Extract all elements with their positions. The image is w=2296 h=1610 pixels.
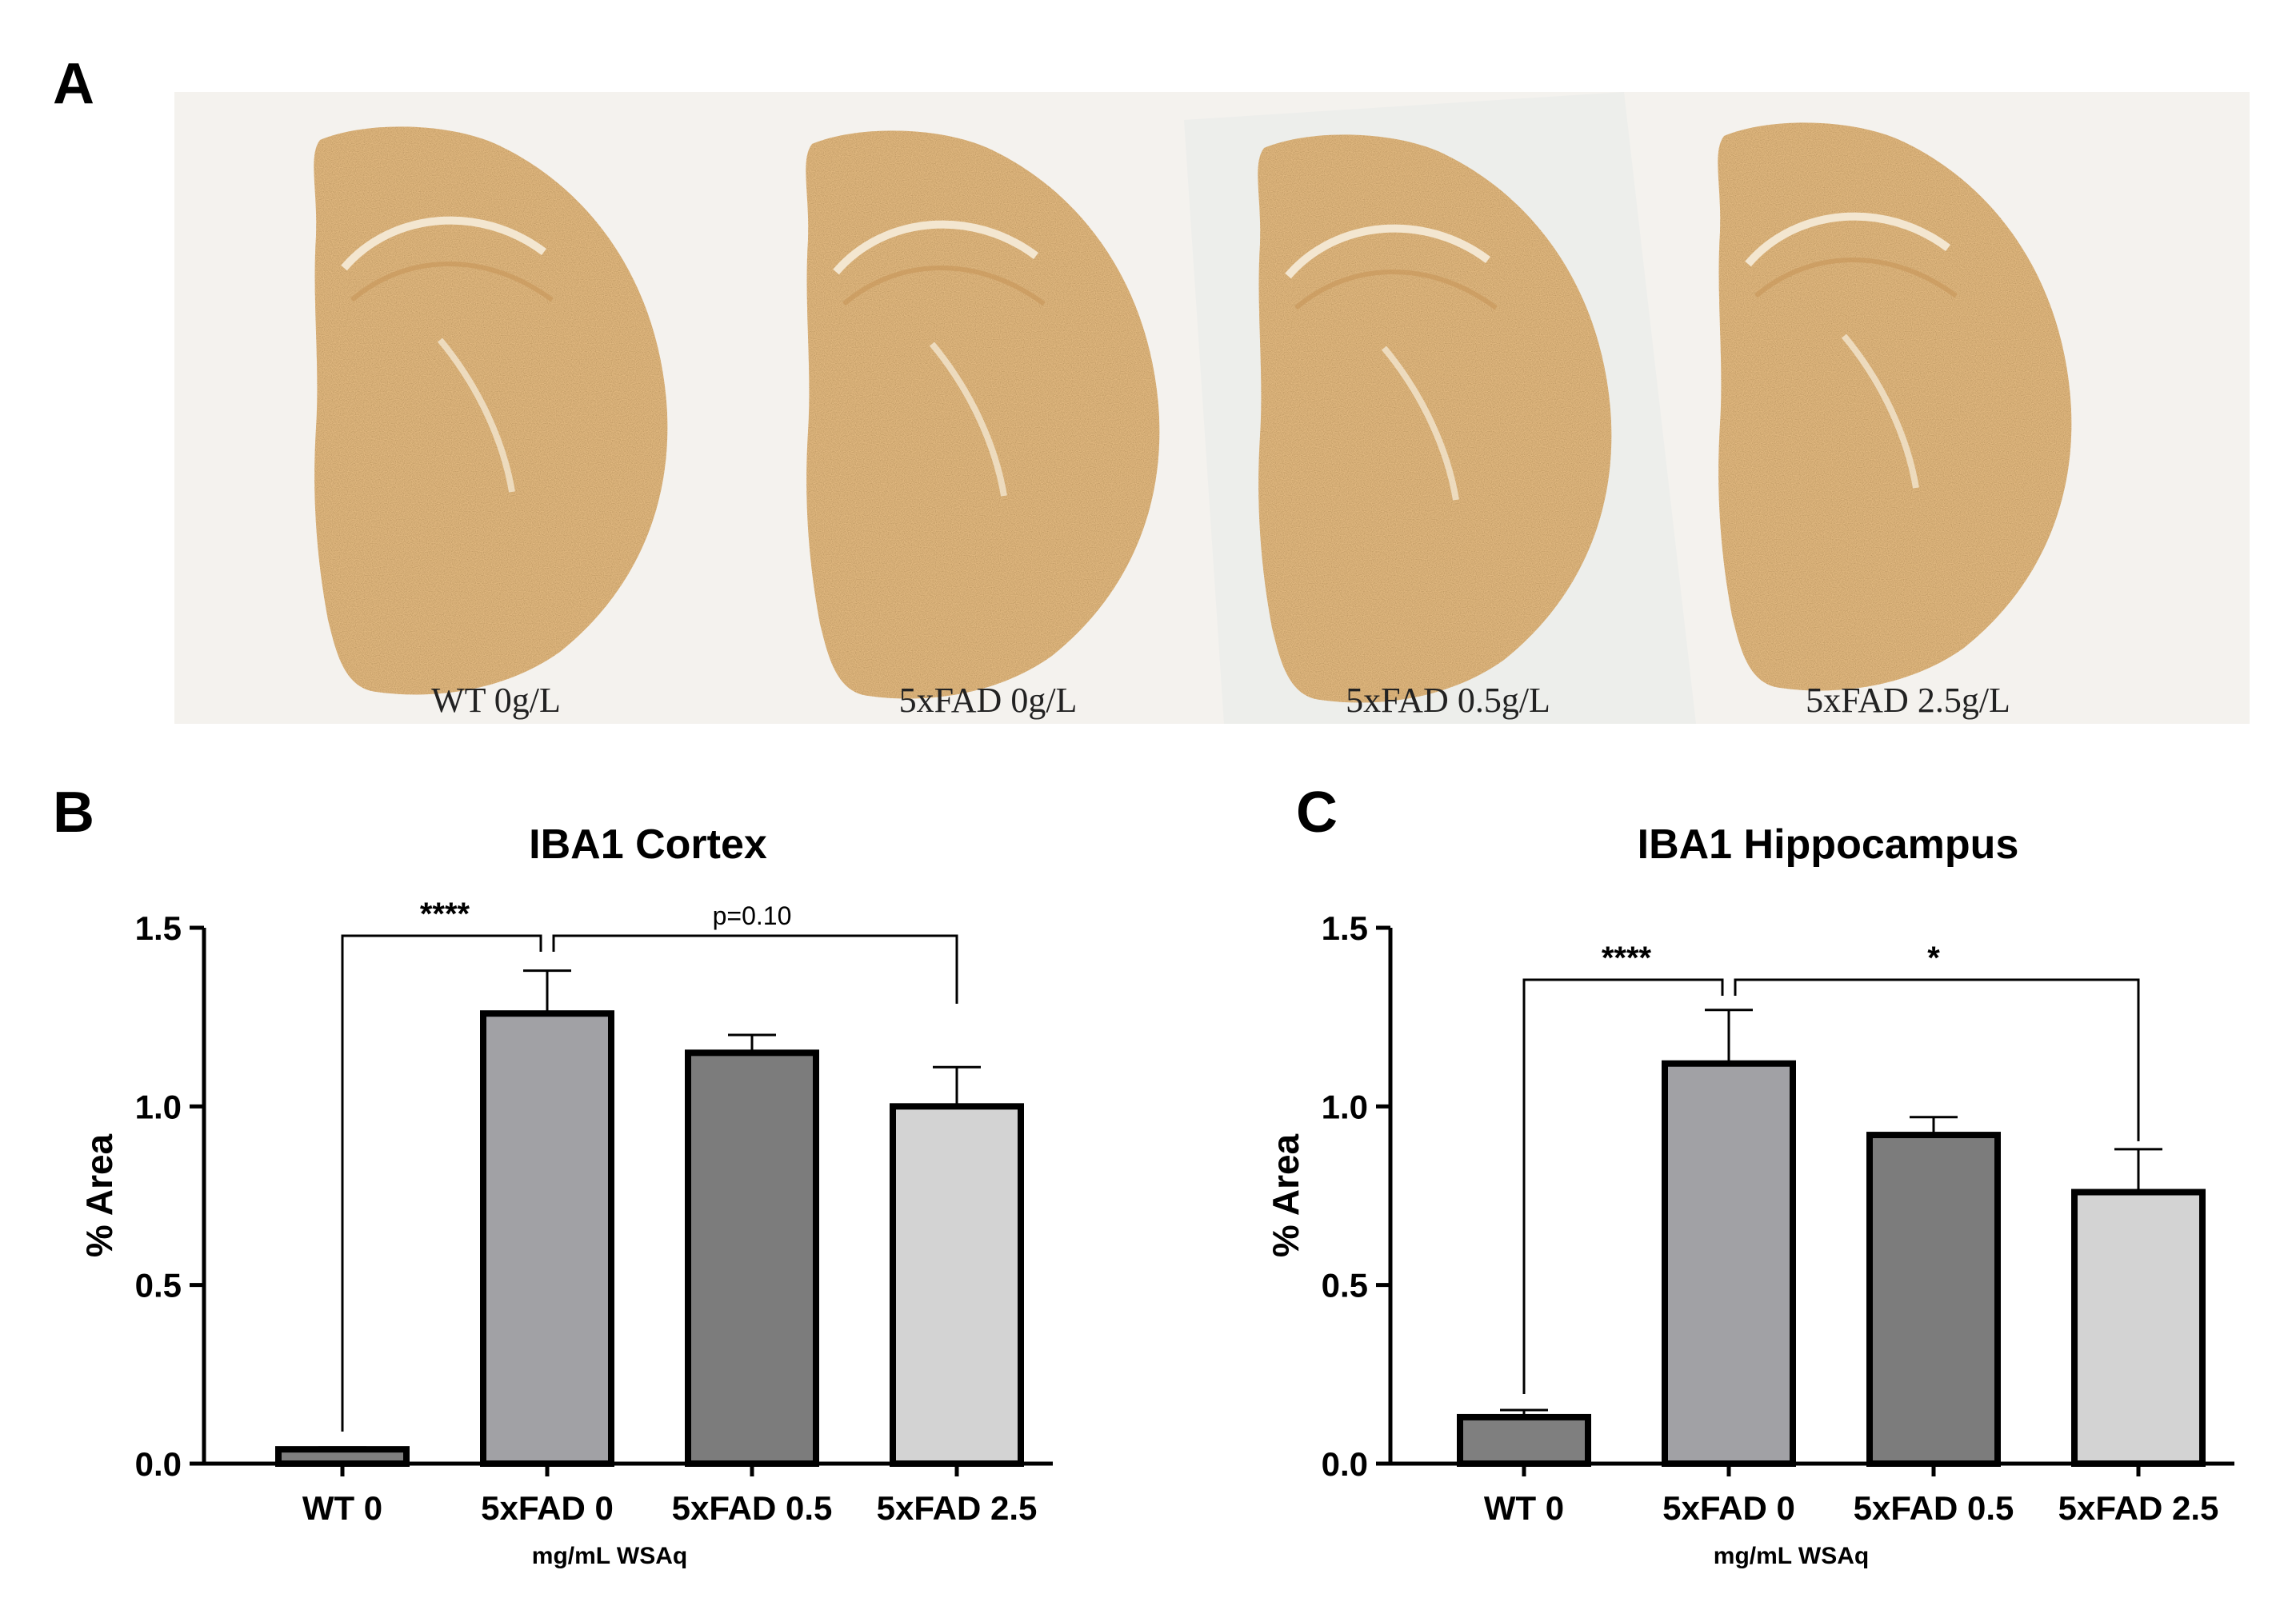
hippocampus-contour xyxy=(341,216,546,271)
chart-iba1-cortex: IBA1 Cortex % Area WT 0 5xFAD 0 5xFAD 0.5 5xF… xyxy=(78,821,1053,1569)
hippocampus-contour xyxy=(1745,212,1950,267)
y-axis-label: % Area xyxy=(1265,1133,1306,1257)
y-tick-label: 1.5 xyxy=(135,909,182,947)
y-tick-label: 1.0 xyxy=(1322,1088,1368,1125)
bar xyxy=(1662,1060,1796,1467)
category-label: WT 0 xyxy=(302,1489,382,1527)
significance-bracket xyxy=(1522,978,1724,1394)
chart-title: IBA1 Cortex xyxy=(529,821,767,868)
category-label: 5xFAD 2.5 xyxy=(877,1489,1038,1527)
panel-letter-a: A xyxy=(53,52,94,116)
significance-label: * xyxy=(1927,941,1940,976)
y-tick-label: 0.5 xyxy=(135,1267,182,1304)
hippocampus-layer xyxy=(1754,258,1958,298)
micrograph-label: WT 0g/L xyxy=(431,681,561,720)
x-axis-label: mg/mL WSAq xyxy=(1714,1543,1869,1569)
ventricle-contour xyxy=(929,342,1007,497)
chart-title: IBA1 Hippocampus xyxy=(1638,821,2019,868)
brain-section xyxy=(1258,134,1612,703)
y-tick-label: 1.5 xyxy=(1322,909,1368,947)
significance-label: **** xyxy=(420,897,470,932)
category-label: 5xFAD 0 xyxy=(481,1489,614,1527)
y-axis-label: % Area xyxy=(78,1133,120,1257)
hippocampus-layer xyxy=(350,262,554,302)
micrograph-label: 5xFAD 0.5g/L xyxy=(1346,681,1550,720)
panel-letter-c: C xyxy=(1296,781,1338,845)
panel-letter-b: B xyxy=(53,781,94,845)
category-label: 5xFAD 0.5 xyxy=(1854,1489,2014,1527)
micrograph-labels: WT 0g/L 5xFAD 0g/L 5xFAD 0.5g/L 5xFAD 2.5g/… xyxy=(431,681,2010,720)
y-tick-label: 0.5 xyxy=(1322,1267,1368,1304)
significance-bracket xyxy=(1734,978,2140,1141)
ventricle-contour xyxy=(1841,334,1919,489)
y-tick-label: 0.0 xyxy=(1322,1445,1368,1483)
category-label: WT 0 xyxy=(1484,1489,1564,1527)
hippocampus-layer xyxy=(842,266,1046,306)
significance-bracket xyxy=(341,934,542,1432)
significance-label: **** xyxy=(1602,941,1652,976)
bar xyxy=(2071,1189,2206,1467)
x-axis-label: mg/mL WSAq xyxy=(532,1543,687,1569)
brain-section xyxy=(806,130,1160,699)
ventricle-contour xyxy=(437,338,515,493)
ventricle-contour xyxy=(1381,346,1459,501)
brain-sections xyxy=(314,122,2072,703)
hippocampus-contour xyxy=(833,220,1038,275)
micrograph-label: 5xFAD 0g/L xyxy=(899,681,1078,720)
hippocampus-contour xyxy=(1285,224,1490,279)
brain-section xyxy=(314,126,668,695)
category-label: 5xFAD 2.5 xyxy=(2058,1489,2219,1527)
y-tick-label: 1.0 xyxy=(135,1088,182,1125)
y-tick-label: 0.0 xyxy=(135,1445,182,1483)
bar xyxy=(275,1446,410,1467)
chart-iba1-hippocampus: IBA1 Hippocampus % Area WT 0 5xFAD 0 5xFAD 0… xyxy=(1265,821,2234,1569)
micrograph-label: 5xFAD 2.5g/L xyxy=(1806,681,2010,720)
significance-label: p=0.10 xyxy=(713,901,792,930)
significance-bracket xyxy=(552,934,958,1004)
bar xyxy=(1457,1413,1591,1468)
brain-section xyxy=(1718,122,2072,691)
bar xyxy=(1866,1132,2001,1467)
bar xyxy=(890,1103,1024,1468)
category-label: 5xFAD 0.5 xyxy=(672,1489,833,1527)
bar xyxy=(480,1010,614,1467)
bar xyxy=(685,1049,819,1468)
category-label: 5xFAD 0 xyxy=(1662,1489,1795,1527)
hippocampus-layer xyxy=(1294,270,1498,310)
